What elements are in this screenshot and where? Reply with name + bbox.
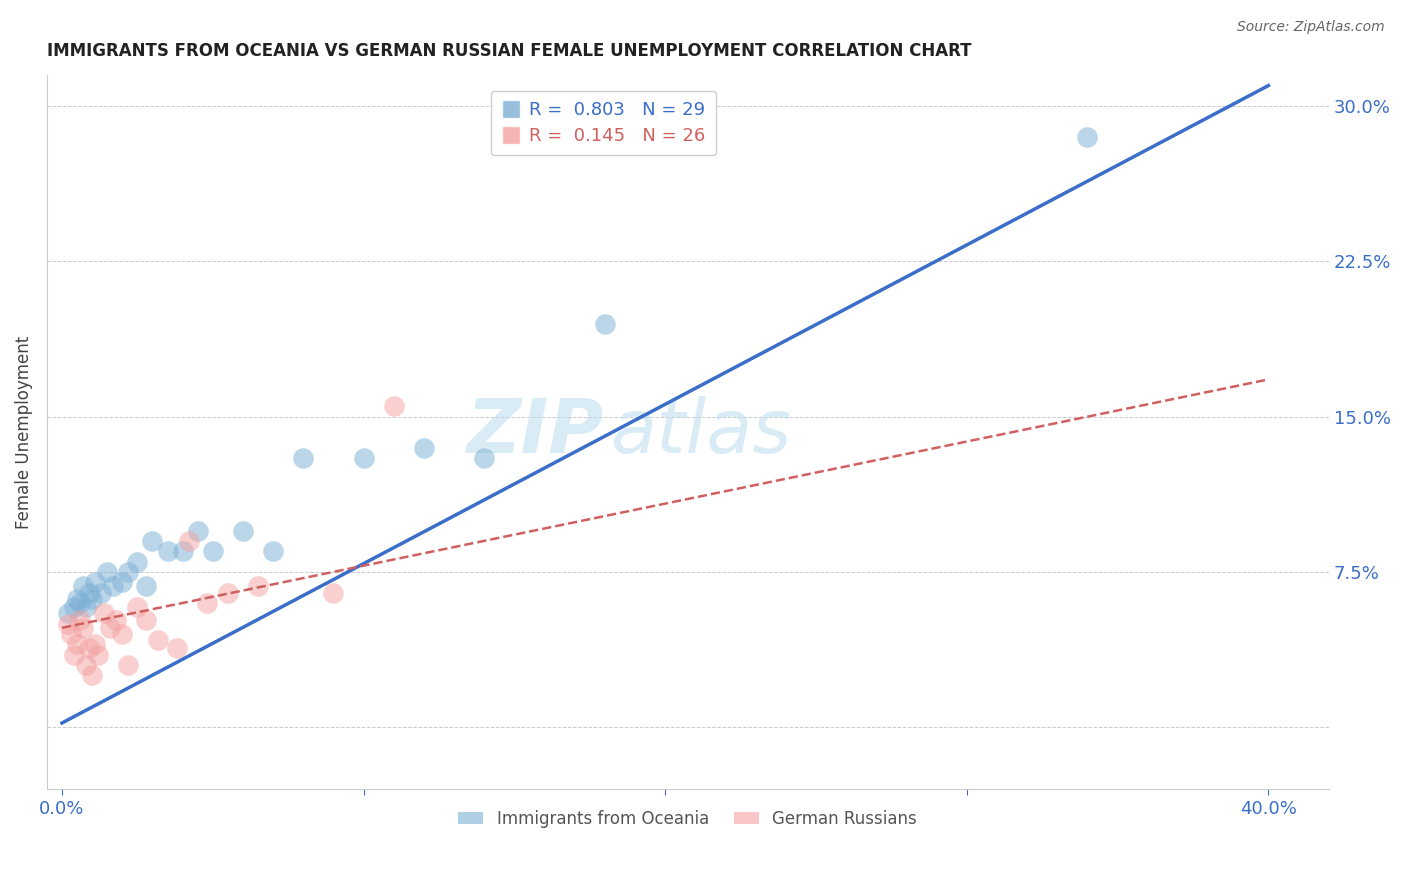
Point	[195, 596, 218, 610]
Point	[84, 575, 107, 590]
Point	[103, 579, 125, 593]
Point	[593, 317, 616, 331]
Point	[63, 600, 86, 615]
Text: ZIP: ZIP	[467, 396, 605, 468]
Point	[93, 607, 115, 621]
Point	[413, 441, 436, 455]
Point	[247, 579, 270, 593]
Point	[77, 585, 100, 599]
Point	[69, 613, 91, 627]
Point	[69, 596, 91, 610]
Point	[1076, 130, 1098, 145]
Point	[135, 579, 157, 593]
Point	[156, 544, 179, 558]
Point	[217, 585, 239, 599]
Point	[292, 451, 315, 466]
Point	[96, 565, 118, 579]
Point	[135, 613, 157, 627]
Point	[105, 613, 128, 627]
Point	[56, 607, 79, 621]
Text: atlas: atlas	[612, 396, 793, 468]
Point	[75, 600, 97, 615]
Point	[141, 533, 163, 548]
Point	[262, 544, 284, 558]
Point	[75, 658, 97, 673]
Y-axis label: Female Unemployment: Female Unemployment	[15, 335, 32, 529]
Point	[60, 627, 83, 641]
Point	[127, 600, 149, 615]
Point	[82, 591, 104, 606]
Text: IMMIGRANTS FROM OCEANIA VS GERMAN RUSSIAN FEMALE UNEMPLOYMENT CORRELATION CHART: IMMIGRANTS FROM OCEANIA VS GERMAN RUSSIA…	[46, 42, 972, 60]
Legend: Immigrants from Oceania, German Russians: Immigrants from Oceania, German Russians	[451, 803, 924, 834]
Point	[117, 658, 139, 673]
Point	[177, 533, 200, 548]
Point	[77, 641, 100, 656]
Text: Source: ZipAtlas.com: Source: ZipAtlas.com	[1237, 20, 1385, 34]
Point	[111, 627, 134, 641]
Point	[72, 579, 94, 593]
Point	[82, 668, 104, 682]
Point	[166, 641, 188, 656]
Point	[172, 544, 194, 558]
Point	[87, 648, 110, 662]
Point	[353, 451, 375, 466]
Point	[201, 544, 224, 558]
Point	[63, 648, 86, 662]
Point	[98, 621, 121, 635]
Point	[111, 575, 134, 590]
Point	[56, 616, 79, 631]
Point	[127, 555, 149, 569]
Point	[322, 585, 344, 599]
Point	[148, 633, 170, 648]
Point	[84, 637, 107, 651]
Point	[90, 585, 112, 599]
Point	[187, 524, 209, 538]
Point	[382, 400, 405, 414]
Point	[117, 565, 139, 579]
Point	[472, 451, 495, 466]
Point	[66, 591, 89, 606]
Point	[66, 637, 89, 651]
Point	[232, 524, 254, 538]
Point	[72, 621, 94, 635]
